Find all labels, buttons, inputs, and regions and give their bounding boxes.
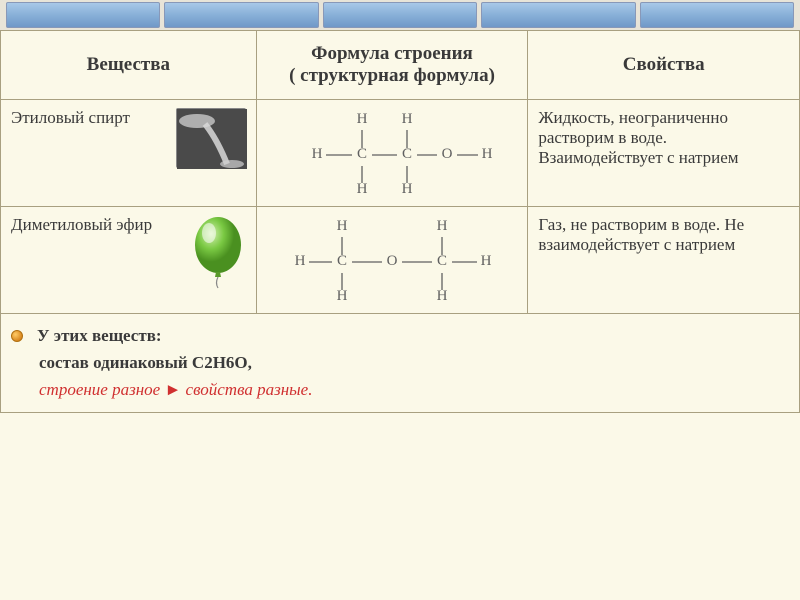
formula-header-line2: ( структурная формула) xyxy=(265,65,520,87)
svg-text:O: O xyxy=(442,146,453,162)
slide-body: Вещества Формула строения ( структурная … xyxy=(0,30,800,600)
svg-text:H: H xyxy=(295,253,306,269)
substance-name: Этиловый спирт xyxy=(11,108,168,128)
svg-text:H: H xyxy=(437,288,448,304)
svg-text:H: H xyxy=(312,146,323,162)
column-header-substance: Вещества xyxy=(1,31,257,100)
svg-text:H: H xyxy=(402,111,413,127)
table-row: Диметиловый эфир xyxy=(1,207,800,314)
tab[interactable] xyxy=(6,2,160,28)
ethanol-structure: H H H C C O H H H xyxy=(292,108,492,198)
svg-text:C: C xyxy=(402,146,412,162)
svg-text:H: H xyxy=(481,253,492,269)
summary-line-1: У этих веществ: xyxy=(11,322,789,349)
formula-header-line1: Формула строения xyxy=(265,43,520,65)
table-row: Этиловый спирт H H H C C O H H H Жидкость, неогр… xyxy=(1,100,800,207)
svg-text:H: H xyxy=(357,181,368,197)
svg-text:C: C xyxy=(357,146,367,162)
summary-line-3: строение разное ► свойства разные. xyxy=(39,376,789,403)
svg-text:H: H xyxy=(337,218,348,234)
chemistry-table: Вещества Формула строения ( структурная … xyxy=(0,30,800,413)
column-header-formula: Формула строения ( структурная формула) xyxy=(256,31,528,100)
svg-text:H: H xyxy=(482,146,492,162)
tab[interactable] xyxy=(640,2,794,28)
bullet-icon xyxy=(11,330,23,342)
pouring-liquid-image xyxy=(176,108,246,168)
properties-text: Газ, не растворим в воде. Не взаимодейст… xyxy=(528,207,800,314)
svg-text:C: C xyxy=(337,253,347,269)
summary-line-2: состав одинаковый С2Н6О, xyxy=(39,349,789,376)
svg-text:H: H xyxy=(337,288,348,304)
svg-text:C: C xyxy=(437,253,447,269)
svg-text:H: H xyxy=(357,111,368,127)
substance-name: Диметиловый эфир xyxy=(11,215,183,235)
tab[interactable] xyxy=(481,2,635,28)
svg-text:H: H xyxy=(437,218,448,234)
tab[interactable] xyxy=(164,2,318,28)
balloon-image xyxy=(191,215,246,290)
properties-text: Жидкость, неограниченно растворим в воде… xyxy=(528,100,800,207)
tab[interactable] xyxy=(323,2,477,28)
top-tab-bar xyxy=(0,0,800,30)
svg-text:H: H xyxy=(402,181,413,197)
summary-row: У этих веществ: состав одинаковый С2Н6О,… xyxy=(1,314,800,413)
arrow-icon: ► xyxy=(164,380,181,399)
svg-text:O: O xyxy=(387,253,398,269)
dimethyl-ether-structure: H H H C O C H H H xyxy=(282,215,502,305)
column-header-properties: Свойства xyxy=(528,31,800,100)
